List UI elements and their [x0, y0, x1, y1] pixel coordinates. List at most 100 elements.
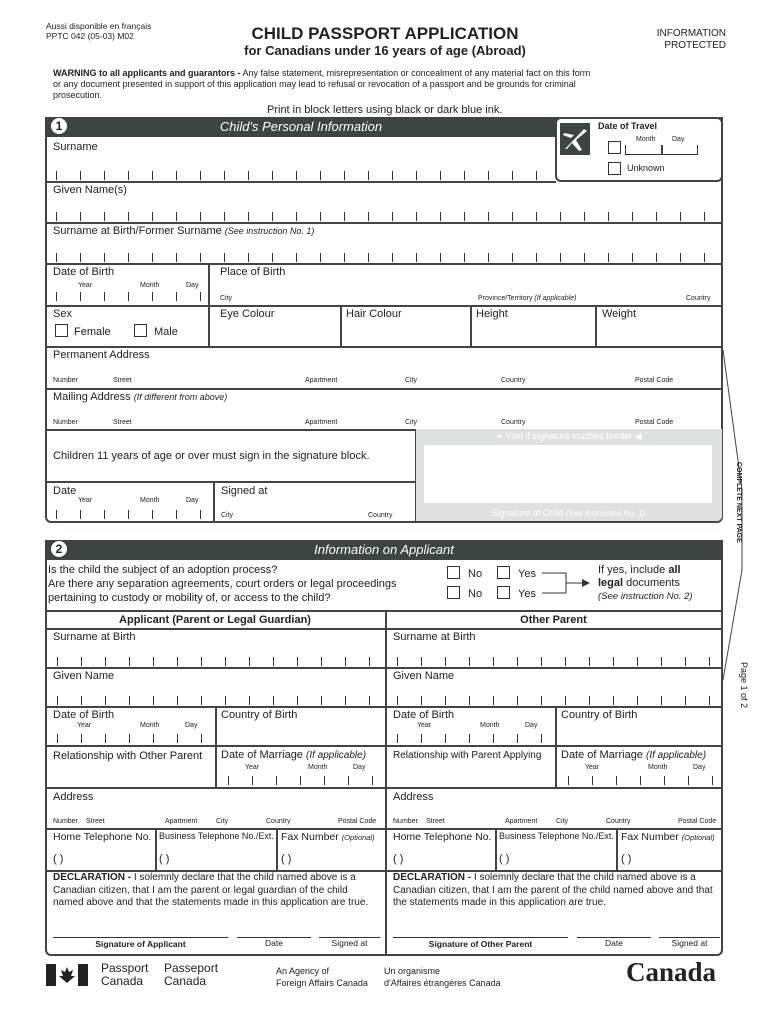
- applicant-home-telephone-field[interactable]: ( ): [53, 853, 63, 865]
- child-signature-field[interactable]: [424, 445, 712, 503]
- divider: [45, 481, 415, 483]
- applicant-signature-label: Signature of Applicant: [53, 940, 228, 949]
- applicant-home-telephone-label: Home Telephone No.: [53, 832, 151, 844]
- other-date-of-marriage-field[interactable]: [568, 776, 718, 785]
- adoption-no-checkbox[interactable]: [447, 566, 460, 579]
- page-title: CHILD PASSPORT APPLICATION: [0, 25, 770, 44]
- divider: [155, 828, 157, 870]
- applicant-dob-field[interactable]: [57, 734, 207, 743]
- adoption-question: Is the child the subject of an adoption …: [48, 564, 277, 576]
- divider: [45, 745, 385, 747]
- if-yes-note: If yes, include alllegal documents(See i…: [598, 564, 693, 603]
- pob-province-label: Province/Territory (If applicable): [478, 295, 576, 302]
- surname-at-birth-field[interactable]: [56, 253, 716, 262]
- city-label: City: [221, 512, 233, 519]
- airplane-icon: [560, 123, 590, 155]
- divider: [45, 181, 556, 183]
- no-label: No: [468, 568, 482, 580]
- other-given-name-field[interactable]: [397, 696, 714, 705]
- applicant-country-of-birth-label: Country of Birth: [221, 709, 297, 721]
- applicant-business-telephone-field[interactable]: ( ): [159, 853, 169, 865]
- applicant-given-name-field[interactable]: [57, 696, 377, 705]
- month-label: Month: [308, 764, 327, 771]
- day-label: Day: [525, 722, 537, 729]
- canada-wordmark: Canada: [626, 958, 716, 988]
- surname-label: Surname: [53, 141, 98, 153]
- custody-yes-checkbox[interactable]: [497, 586, 510, 599]
- address-apartment-label: Apartment: [505, 818, 537, 825]
- other-home-telephone-field[interactable]: ( ): [393, 853, 403, 865]
- address-country-label: Country: [266, 818, 291, 825]
- day-label: Day: [185, 722, 197, 729]
- ink-instruction: Print in block letters using black or da…: [267, 104, 502, 116]
- day-label: Day: [186, 282, 198, 289]
- address-postal-label: Postal Code: [338, 818, 376, 825]
- sign-date-label: Date: [53, 485, 76, 497]
- other-signed-at-label: Signed at: [659, 939, 720, 948]
- divider: [340, 305, 342, 346]
- day-label: Day: [353, 764, 365, 771]
- adoption-yes-checkbox[interactable]: [497, 566, 510, 579]
- warning-bold: WARNING to all applicants and guarantors…: [53, 68, 241, 78]
- surname-field[interactable]: [56, 171, 546, 180]
- divider: [45, 346, 723, 348]
- applicant-declaration: DECLARATION - I solemnly declare that th…: [53, 872, 379, 910]
- arrow-icon: [540, 570, 595, 598]
- female-checkbox[interactable]: [55, 324, 68, 337]
- other-signature-field[interactable]: [393, 937, 568, 938]
- mailing-address-sublabels: NumberStreetApartmentCityCountryPostal C…: [53, 419, 683, 429]
- applicant-signature-field[interactable]: [53, 937, 228, 938]
- given-names-field[interactable]: [56, 212, 716, 221]
- info-protected-1: INFORMATION: [657, 28, 726, 39]
- other-fax-field[interactable]: ( ): [621, 853, 631, 865]
- weight-label: Weight: [602, 308, 636, 320]
- month-label: Month: [648, 764, 667, 771]
- other-address-label: Address: [393, 791, 433, 803]
- sign-date-field[interactable]: [56, 510, 206, 519]
- divider: [595, 305, 597, 346]
- hair-colour-label: Hair Colour: [346, 308, 402, 320]
- other-business-telephone-field[interactable]: ( ): [499, 853, 509, 865]
- address-city-label: City: [556, 818, 568, 825]
- signature-of-child-label: Signature of Child (See instruction No. …: [415, 509, 722, 519]
- applicant-date-of-marriage-field[interactable]: [228, 776, 378, 785]
- other-surname-at-birth-field[interactable]: [397, 657, 714, 666]
- other-dob-label: Date of Birth: [393, 709, 454, 721]
- custody-question: Are there any separation agreements, cou…: [48, 578, 397, 590]
- unknown-checkbox[interactable]: [608, 162, 621, 175]
- other-surname-at-birth-label: Surname at Birth: [393, 631, 476, 643]
- page-subtitle: for Canadians under 16 years of age (Abr…: [0, 44, 770, 58]
- divider: [616, 828, 618, 870]
- applicant-fax-field[interactable]: ( ): [281, 853, 291, 865]
- other-country-of-birth-label: Country of Birth: [561, 709, 637, 721]
- divider: [45, 305, 723, 307]
- address-postal-label: Postal Code: [678, 818, 716, 825]
- applicant-given-name-label: Given Name: [53, 670, 114, 682]
- divider: [385, 667, 722, 669]
- year-label: Year: [417, 722, 431, 729]
- month-label: Month: [140, 722, 159, 729]
- divider: [45, 388, 723, 390]
- address-street-label: Street: [426, 818, 445, 825]
- unknown-label: Unknown: [627, 164, 665, 174]
- custody-no-checkbox[interactable]: [447, 586, 460, 599]
- male-checkbox[interactable]: [134, 324, 147, 337]
- other-dob-field[interactable]: [397, 734, 547, 743]
- applicant-business-telephone-label: Business Telephone No./Ext.: [159, 832, 274, 842]
- pob-label: Place of Birth: [220, 266, 285, 278]
- address-country-label: Country: [606, 818, 631, 825]
- no-label: No: [468, 588, 482, 600]
- divider: [385, 787, 722, 789]
- divider: [661, 145, 663, 155]
- dob-field[interactable]: [56, 292, 206, 301]
- applicant-surname-at-birth-field[interactable]: [57, 657, 377, 666]
- passeport-canada-fr: PasseportCanada: [164, 962, 218, 988]
- divider: [385, 828, 722, 830]
- date-of-travel-checkbox[interactable]: [608, 141, 621, 154]
- travel-month-label: Month: [636, 136, 655, 143]
- divider: [45, 263, 723, 265]
- applicant-heading: Applicant (Parent or Legal Guardian): [45, 614, 385, 626]
- void-note: ➔ Void if signature touches border ◀: [415, 432, 722, 442]
- divider: [45, 222, 723, 224]
- section-number: 2: [51, 541, 67, 557]
